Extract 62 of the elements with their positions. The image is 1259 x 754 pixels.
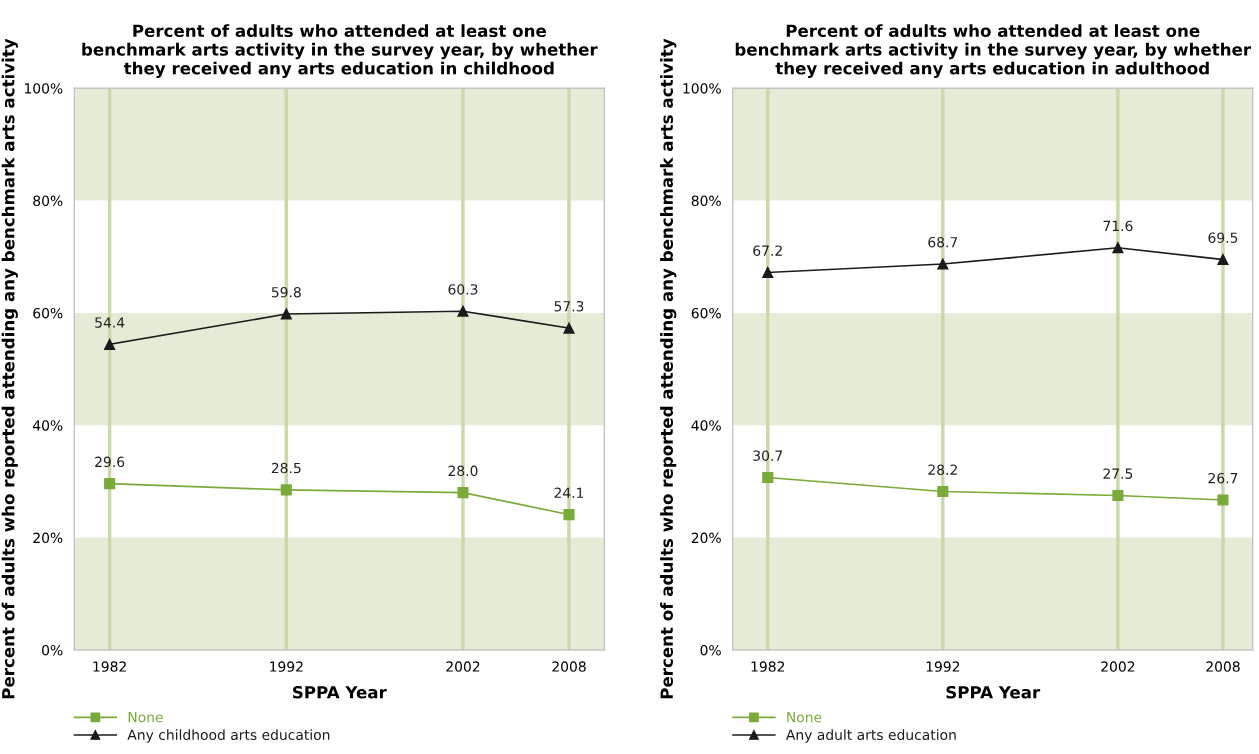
x-tick-label: 1992 [926, 661, 960, 672]
data-label: 28.2 [928, 464, 957, 475]
x-tick-label: 2002 [446, 661, 480, 672]
y-tick-label: 100% [24, 83, 63, 94]
chart-title: Percent of adults who attended at least one benchmark arts activity in the survey year, by whether they received any arts education in adulthood [735, 24, 1252, 78]
y-tick-label: 0% [42, 644, 63, 656]
y-tick-label: 40% [32, 420, 63, 431]
legend-label: None [128, 712, 163, 723]
x-tick-label: 2002 [1101, 661, 1135, 672]
data-label: 71.6 [1103, 220, 1133, 232]
data-label: 57.3 [554, 300, 584, 312]
data-label: 24.1 [554, 487, 584, 498]
point [457, 305, 469, 317]
data-label: 59.8 [271, 286, 301, 298]
point [563, 322, 575, 334]
y-axis-title: Percent of adults who reported attending any benchmark arts activity [1, 38, 18, 699]
x-axis-title: SPPA Year [946, 685, 1041, 699]
data-label: 30.7 [753, 450, 783, 461]
y-tick-label: 80% [33, 195, 63, 207]
point [1112, 489, 1124, 502]
data-label: 27.5 [1103, 468, 1133, 479]
y-tick-label: 20% [691, 532, 721, 544]
chart-title: Percent of adults who attended at least one benchmark arts activity in the survey year, by whether they received any arts education in childhood [82, 24, 598, 78]
data-label: 28.0 [448, 465, 478, 477]
x-tick-label: 2008 [552, 661, 586, 672]
data-label: 68.7 [928, 236, 958, 248]
y-tick-label: 0% [700, 644, 721, 656]
point [280, 308, 292, 320]
y-tick-label: 60% [33, 307, 63, 319]
point [104, 478, 116, 490]
point [280, 484, 292, 496]
legend-label: Any childhood arts education [127, 729, 330, 743]
point [1217, 494, 1229, 506]
point [1112, 242, 1124, 254]
data-label: 28.5 [271, 462, 301, 474]
point [1217, 253, 1229, 266]
y-tick-label: 20% [33, 532, 63, 544]
point [762, 266, 774, 279]
x-tick-label: 1982 [751, 661, 785, 672]
legend-label: Any adult arts education [785, 729, 956, 743]
point [104, 338, 116, 350]
data-label: 54.4 [95, 317, 125, 328]
point [937, 485, 949, 498]
point [457, 487, 469, 499]
y-tick-label: 60% [691, 307, 721, 319]
y-axis-title: Percent of adults who reported attending any benchmark arts activity [660, 38, 677, 699]
data-label: 67.2 [753, 245, 782, 256]
data-label: 69.5 [1208, 232, 1238, 243]
data-label: 29.6 [95, 456, 125, 468]
x-tick-label: 1992 [270, 661, 303, 672]
legend-label: None [787, 712, 822, 723]
y-tick-label: 100% [683, 83, 721, 94]
y-tick-label: 40% [691, 420, 721, 431]
x-tick-label: 1982 [93, 661, 126, 672]
data-label: 26.7 [1208, 472, 1238, 484]
data-label: 60.3 [448, 284, 478, 295]
point [937, 258, 949, 270]
point [762, 471, 774, 484]
y-tick-label: 80% [691, 195, 721, 207]
point [563, 509, 575, 521]
x-axis-title: SPPA Year [293, 685, 387, 699]
x-tick-label: 2008 [1206, 661, 1240, 672]
